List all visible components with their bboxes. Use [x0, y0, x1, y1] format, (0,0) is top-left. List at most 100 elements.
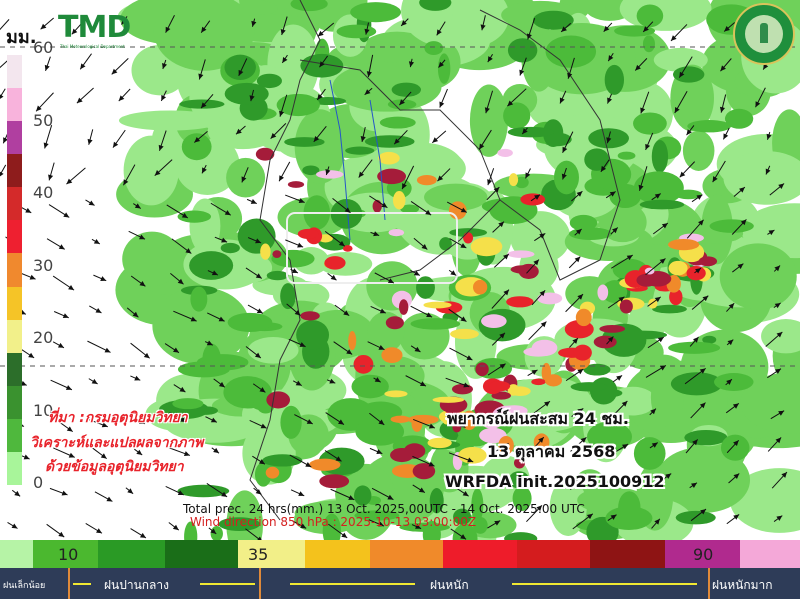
rain-cell [673, 66, 705, 83]
wind-arrow-head [635, 64, 641, 71]
source-note-line-2: วิเคราะห์และแปลผลจากภาพ [30, 435, 204, 451]
wind-arrow-head [0, 171, 4, 177]
rain-cell [190, 286, 208, 312]
wind-arrow-head [66, 426, 73, 432]
wind-arrow-head [241, 176, 247, 183]
wind-arrow-head [364, 89, 371, 95]
wind-arrow-head [659, 365, 666, 371]
legend-color-swatch [7, 154, 22, 188]
wind-arrow-head [536, 505, 543, 511]
wind-arrow-head [414, 346, 421, 352]
wind-arrow-head [249, 95, 255, 102]
rain-cell [504, 532, 538, 540]
rain-cell [118, 110, 222, 131]
rain-cell [177, 484, 230, 498]
wind-arrow-head [0, 94, 4, 99]
rain-cell [354, 485, 372, 506]
wind-arrow-head [210, 528, 217, 534]
wind-arrow-head [325, 169, 331, 175]
wind-arrow-head [531, 369, 538, 375]
wind-arrow-head [467, 457, 474, 463]
wind-arrow-head [727, 339, 734, 346]
wind-arrow-head [577, 369, 584, 375]
wind-arrow-head [238, 69, 244, 76]
legend-color-swatch [7, 55, 22, 89]
precip-caption: Total prec. 24 hrs(mm.) 13 Oct. 2025,00U… [183, 502, 585, 516]
wind-arrow-head [698, 219, 704, 226]
wind-arrow-head [29, 274, 36, 280]
rain-cell [523, 347, 554, 357]
rain-cell [153, 0, 255, 71]
rain-cell [226, 157, 266, 198]
rain-cell [324, 256, 346, 270]
wind-arrow-head [609, 191, 616, 197]
rain-cell [575, 308, 592, 327]
rain-cell [507, 250, 535, 258]
wind-arrow-head [498, 221, 505, 228]
rain-cell [668, 239, 700, 251]
wind-arrow-head [143, 352, 150, 359]
rain-cell [668, 260, 688, 276]
wind-arrow-head [201, 102, 207, 109]
wind-arrow-head [202, 167, 207, 174]
wind-arrow-head [643, 26, 649, 32]
rain-cell [355, 417, 405, 446]
rain-cell [272, 250, 282, 259]
scale-color-cell [0, 540, 33, 568]
wind-arrow-head [540, 321, 547, 328]
wind-arrow-head [651, 442, 658, 448]
wind-arrow-head [739, 187, 745, 193]
wind-arrow-head [494, 520, 501, 526]
rain-cell [584, 148, 610, 171]
wind-arrow-head [425, 209, 432, 216]
rain-cell [336, 24, 377, 39]
wind-arrow-head [28, 352, 35, 358]
wind-arrow-head [544, 401, 550, 407]
wind-arrow-head [740, 219, 747, 226]
wind-arrow-head [438, 61, 444, 68]
rain-cell [687, 119, 732, 133]
wind-arrow-head [712, 176, 718, 183]
wind-arrow-head [218, 381, 225, 388]
category-very-heavy-rain: ฝนหนักมาก [712, 578, 773, 592]
wind-arrow-head [93, 238, 100, 244]
wind-arrow-head [686, 129, 692, 136]
wind-arrow-head [638, 184, 644, 191]
rain-cell [442, 416, 453, 425]
wind-arrow-head [775, 368, 781, 374]
wind-arrow-head [183, 451, 190, 457]
wind-arrow-head [737, 263, 744, 270]
rain-cell [604, 64, 625, 95]
wind-arrow-head [691, 482, 697, 488]
rain-cell [342, 245, 353, 252]
wind-arrow-head [487, 56, 493, 63]
wind-arrow-head [719, 106, 726, 113]
wind-arrow-head [57, 342, 64, 348]
wind-arrow-head [43, 142, 49, 149]
rain-cell [497, 148, 513, 157]
wind-arrow-head [317, 94, 323, 100]
rain-cell [674, 189, 702, 200]
wind-arrow-head [428, 423, 435, 429]
wind-arrow-head [413, 270, 420, 276]
rain-cell [350, 2, 402, 23]
wind-arrow-head [127, 488, 134, 494]
wind-arrow-head [733, 440, 739, 447]
wind-arrow-head [255, 489, 262, 495]
rain-cell [583, 363, 611, 376]
wind-arrow-head [259, 387, 266, 393]
wind-arrow-head [692, 439, 698, 446]
wind-arrow-head [61, 490, 68, 496]
wind-arrow-head [341, 532, 348, 538]
wind-arrow-head [561, 26, 567, 32]
wind-arrow-head [539, 233, 546, 239]
rain-cell [669, 288, 683, 306]
wind-arrow-head [661, 223, 668, 229]
rain-cell [218, 517, 261, 531]
wind-arrow-head [774, 302, 781, 309]
rain-cell [351, 374, 389, 399]
wind-arrow-head [526, 33, 532, 40]
wind-arrow-head [699, 368, 706, 374]
wind-arrow-head [755, 101, 761, 108]
wind-arrow-head [305, 462, 312, 467]
